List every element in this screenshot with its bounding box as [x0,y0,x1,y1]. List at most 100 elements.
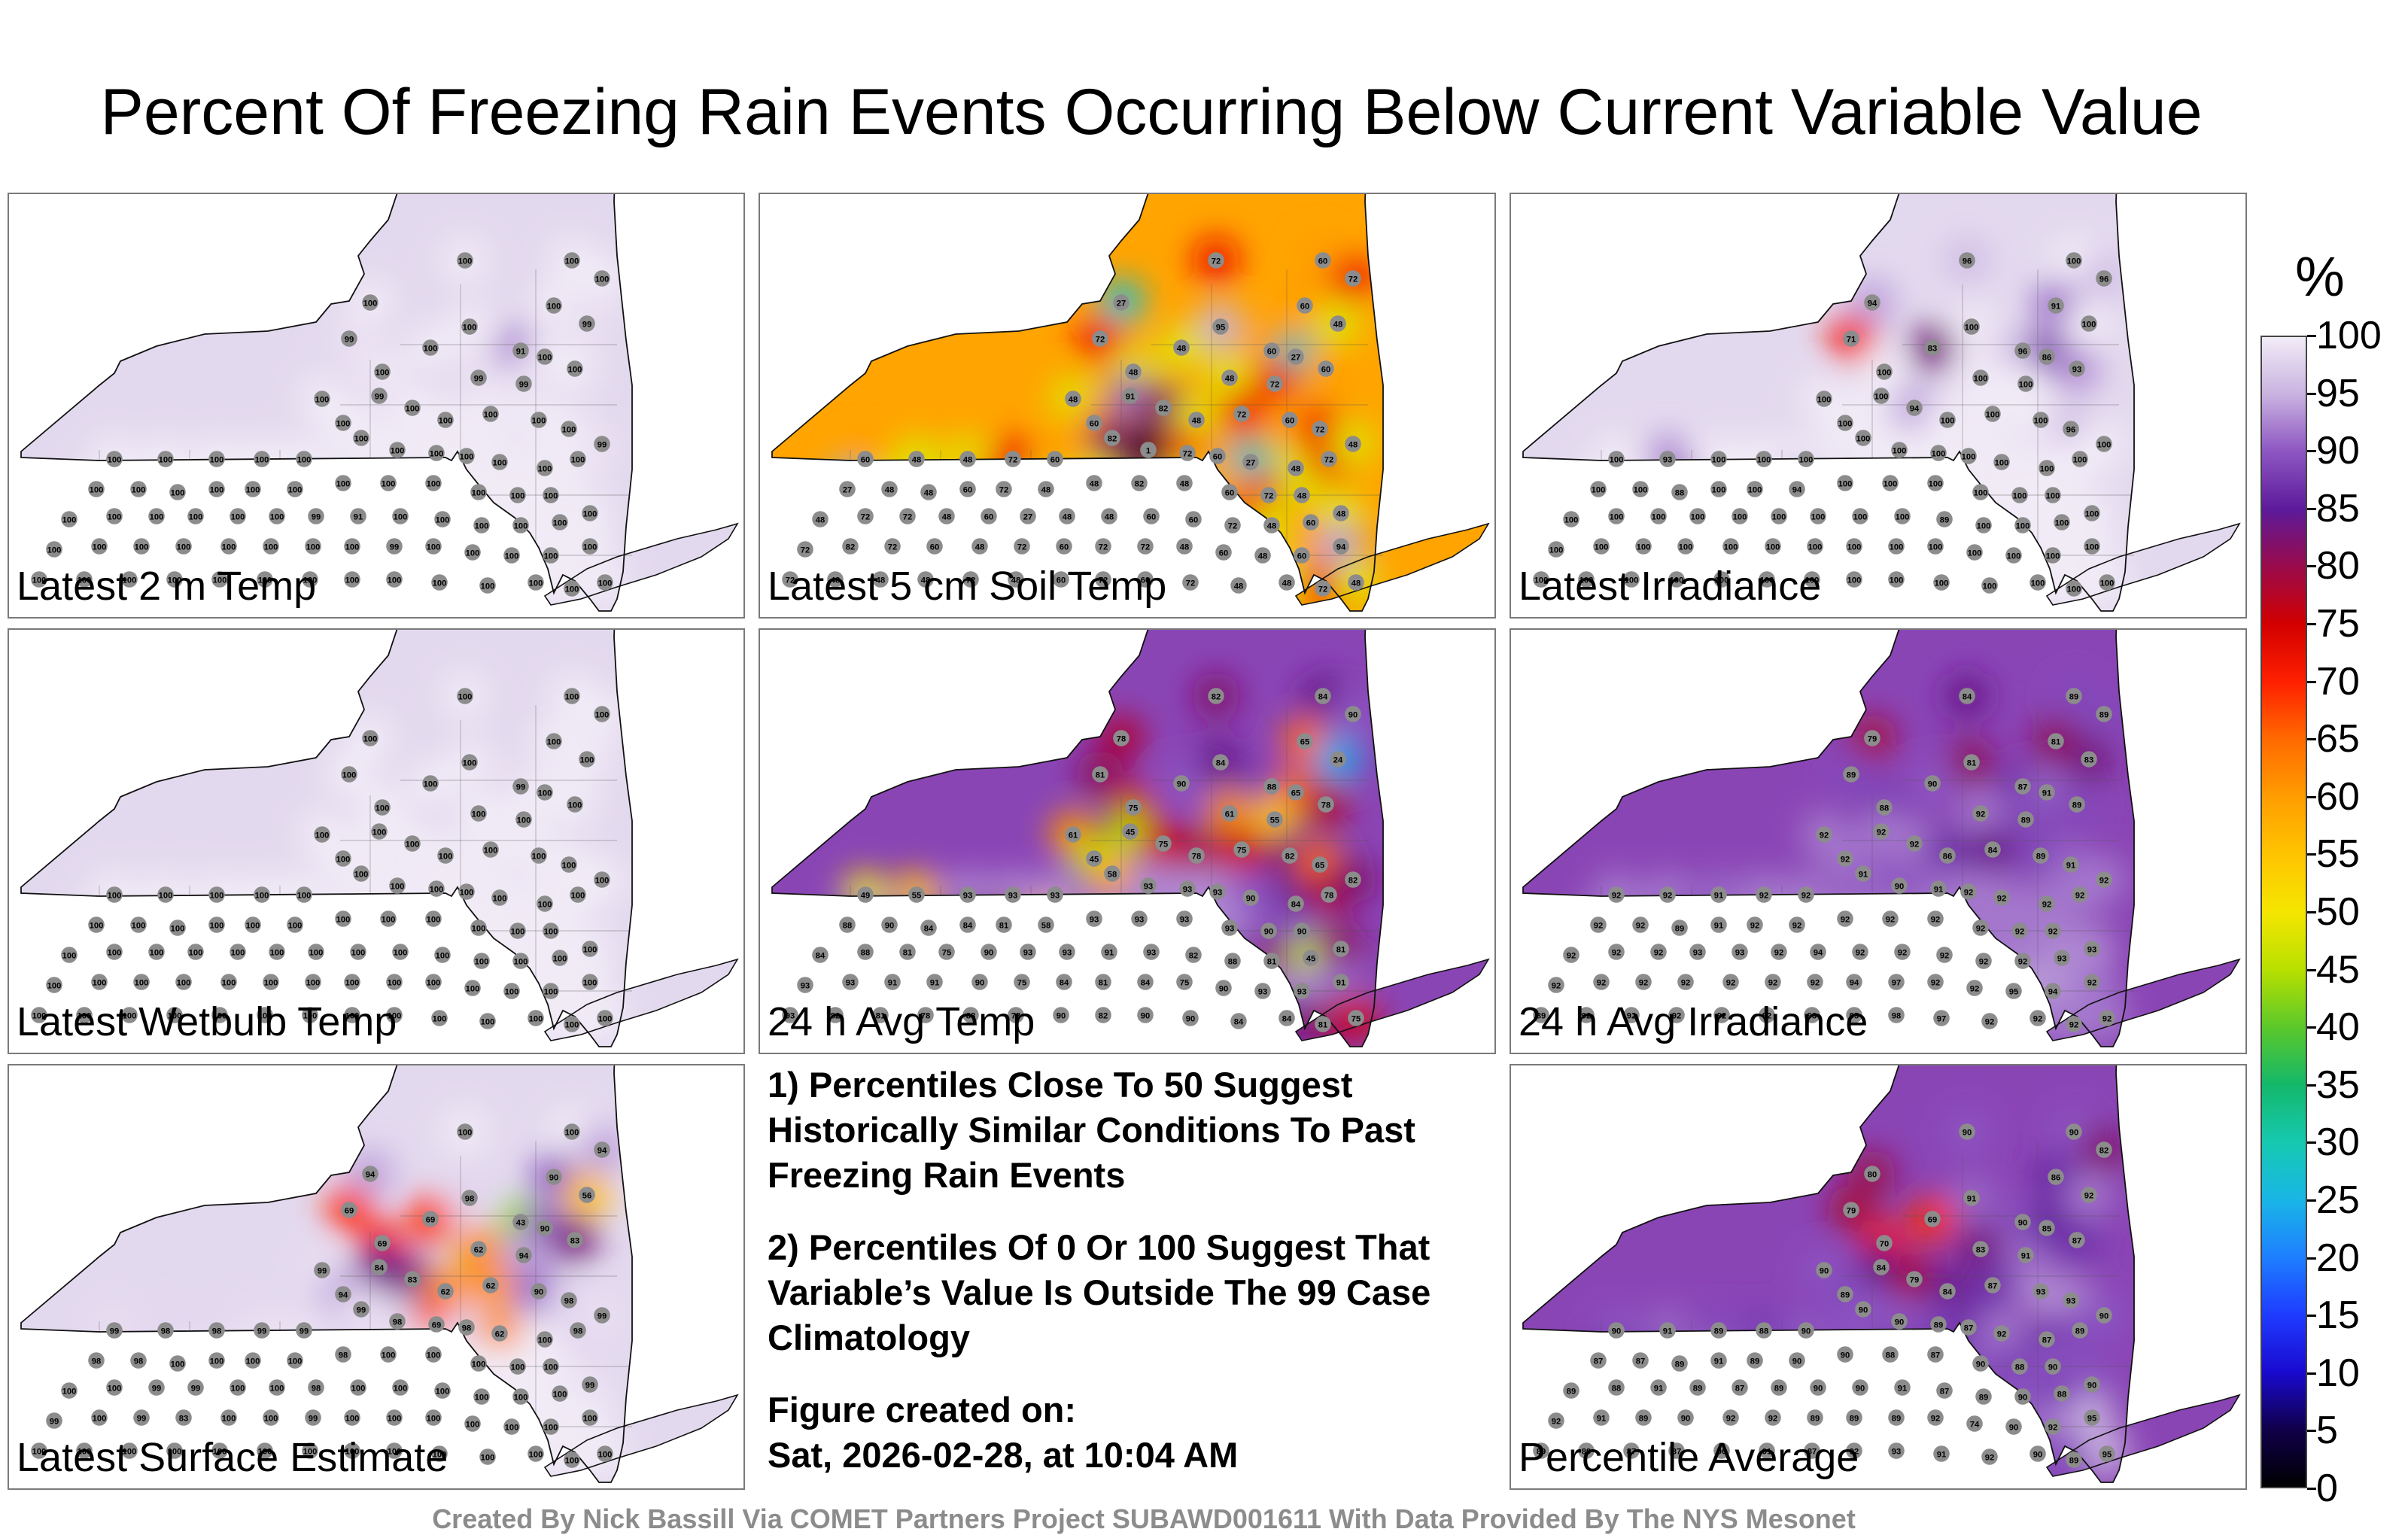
station-dot [1095,974,1111,990]
station-dot [344,538,360,555]
station-marker: 86 [2039,348,2055,365]
station-marker: 86 [1939,847,1956,864]
station-dot [1959,252,1975,269]
station-marker: 100 [1837,475,1853,491]
station-value: 100 [1564,515,1579,524]
station-value: 82 [1099,1011,1108,1020]
station-value: 100 [246,485,260,494]
station-marker: 55 [908,886,925,903]
station-marker: 93 [1131,910,1148,927]
station-marker: 100 [121,571,138,588]
station-marker: 90 [531,1283,547,1299]
station-value: 100 [1856,434,1871,443]
station-marker: 100 [314,391,330,407]
station-value: 100 [336,419,351,428]
colorbar-tick-mark [2307,1084,2316,1087]
station-marker: 95 [1212,318,1229,335]
station-dot [91,1409,108,1426]
station-value: 90 [885,921,894,930]
station-marker: 100 [296,886,312,903]
station-dot [434,511,451,527]
station-dot [561,856,577,873]
station-dot [386,571,403,588]
station-value: 72 [1348,275,1358,284]
station-marker: 94 [1810,944,1826,960]
station-value: 100 [391,446,405,455]
station-value: 48 [1348,440,1358,449]
station-marker: 92 [1771,944,1787,960]
station-marker: 100 [269,1379,285,1396]
station-value: 100 [336,479,351,488]
station-marker: 99 [594,1307,610,1324]
station-marker: 48 [1330,315,1346,332]
station-marker: 48 [1101,508,1117,524]
station-dot [133,974,150,990]
station-dot [1981,577,1998,594]
station-marker: 92 [2014,953,2031,969]
station-dot [1846,538,1862,555]
station-marker: 90 [2084,1376,2100,1393]
station-value: 90 [1612,1327,1621,1336]
station-dot [1668,1007,1685,1023]
station-value: 90 [1963,1128,1972,1137]
station-dot [1312,421,1328,437]
station-dot [564,580,580,597]
station-marker: 94 [1846,974,1862,990]
station-dot [1608,451,1625,467]
station-marker: 48 [959,451,976,467]
station-value: 100 [514,521,528,530]
station-value: 100 [288,485,303,494]
station-marker: 99 [582,1376,598,1393]
station-marker: 100 [1855,430,1871,446]
station-dot [31,1442,47,1459]
station-marker: 93 [2069,360,2085,377]
station-marker: 48 [872,571,889,588]
station-value: 48 [1333,320,1342,329]
panel-label: Latest Surface Estimate [17,1435,448,1480]
colorbar-tick-mark [2307,738,2316,741]
station-dot [1578,571,1595,588]
station-dot [1266,811,1283,828]
station-dot [1125,799,1142,816]
station-marker: 98 [157,1322,174,1339]
station-marker: 89 [1771,1379,1787,1396]
station-dot [2084,505,2100,521]
station-dot [564,1123,580,1140]
colorbar-tick-label: 100 [2316,314,2382,357]
station-value: 91 [1126,392,1135,401]
station-marker: 100 [335,910,351,927]
station-dot [1122,388,1139,404]
station-dot [314,391,330,407]
station-dot [473,953,490,969]
station-marker: 87 [1668,1442,1685,1459]
station-value: 100 [472,488,486,497]
station-marker: 93 [1005,886,1021,903]
station-dot [512,953,529,969]
station-dot [422,339,439,356]
station-marker: 75 [1233,841,1250,858]
station-dot [1188,847,1205,864]
station-marker: 100 [458,448,475,464]
station-marker: 100 [106,508,123,524]
colorbar-tick-label: 0 [2316,1467,2338,1510]
station-marker: 84 [1315,688,1331,704]
station-marker: 81 [899,944,916,960]
station-value: 92 [2102,1014,2112,1023]
station-marker: 100 [76,1442,93,1459]
station-marker: 70 [1876,1235,1893,1251]
colorbar-tick-mark [2307,1257,2316,1260]
station-value: 100 [544,987,558,996]
station-dot [1590,481,1607,497]
station-marker: 90 [1959,1123,1975,1140]
station-value: 99 [585,1381,594,1390]
station-marker: 75 [1155,835,1172,852]
station-value: 60 [1306,518,1315,527]
station-value: 100 [547,302,561,311]
station-marker: 99 [46,1412,62,1429]
station-dot [308,508,324,524]
station-value: 100 [297,891,312,900]
station-value: 100 [315,831,330,840]
station-marker: 100 [503,547,520,564]
station-value: 72 [1318,585,1327,594]
station-dot [166,1442,183,1459]
